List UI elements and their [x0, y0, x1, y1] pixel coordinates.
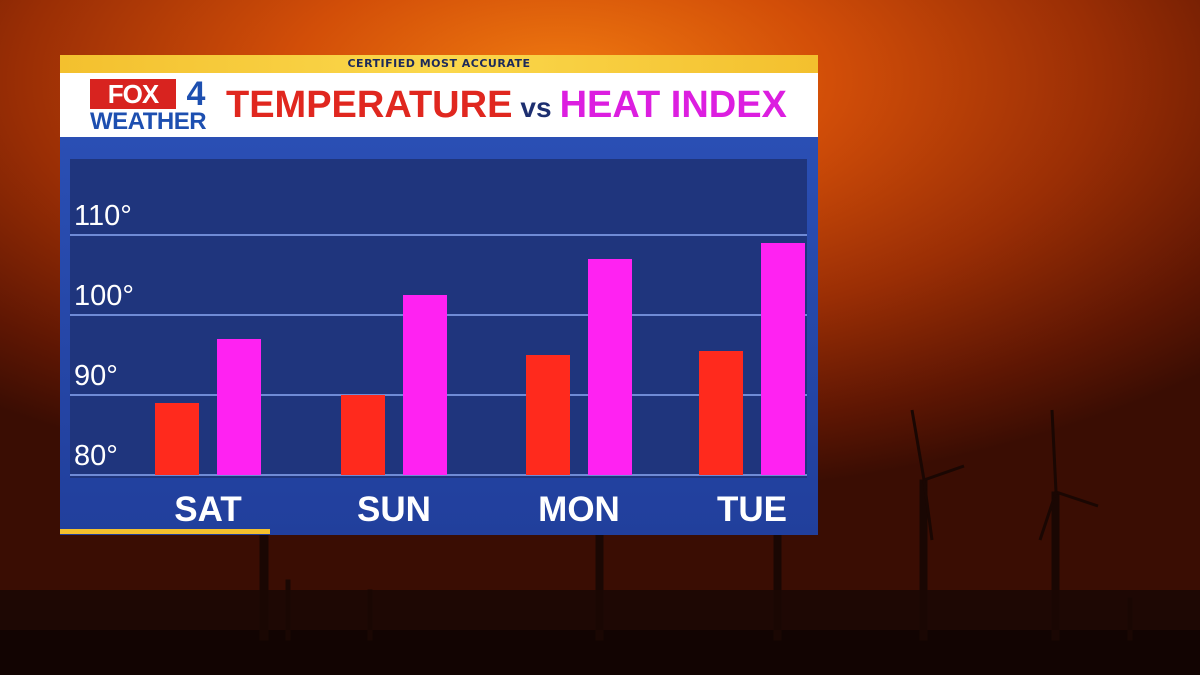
bar-tue-heat-index: [761, 243, 805, 475]
title-temperature: TEMPERATURE: [226, 84, 513, 126]
forecast-graphic-panel: CERTIFIED MOST ACCURATE FOX 4 WEATHER TE…: [60, 55, 818, 535]
x-tick-label-sun: SUN: [357, 490, 431, 529]
x-axis-labels: SAT SUN MON TUE: [174, 490, 787, 529]
x-tick-label-sat: SAT: [174, 490, 241, 529]
y-tick-label-110: 110°: [74, 200, 132, 232]
fox4-weather-logo: FOX 4 WEATHER: [88, 77, 212, 135]
y-tick-label-100: 100°: [74, 280, 134, 312]
bars: [155, 243, 805, 475]
title-heat-index: HEAT INDEX: [559, 84, 787, 126]
y-tick-label-90: 90°: [74, 360, 118, 392]
wind-turbine-silhouettes: [259, 409, 1133, 641]
x-tick-label-mon: MON: [538, 490, 620, 529]
y-tick-label-80: 80°: [74, 440, 118, 472]
bar-mon-temperature: [526, 355, 570, 475]
certified-tagline: CERTIFIED MOST ACCURATE: [60, 55, 818, 73]
y-axis-labels: 80° 90° 100° 110°: [74, 200, 134, 472]
bar-sun-heat-index: [403, 295, 447, 475]
bar-sat-temperature: [155, 403, 199, 475]
title-bar: FOX 4 WEATHER TEMPERATURE vs HEAT INDEX: [60, 73, 818, 137]
bottom-accent-bar: [60, 529, 270, 534]
bar-mon-heat-index: [588, 259, 632, 475]
bar-chart: 80° 90° 100° 110° SAT SUN MON TUE: [70, 159, 807, 529]
bar-tue-temperature: [699, 351, 743, 475]
chart-title: TEMPERATURE vs HEAT INDEX: [226, 79, 787, 131]
bar-sat-heat-index: [217, 339, 261, 475]
x-tick-label-tue: TUE: [717, 490, 787, 529]
logo-number: 4: [186, 75, 206, 113]
logo-weather-text: WEATHER: [90, 108, 207, 135]
title-vs: vs: [520, 92, 552, 123]
logo-fox-text: FOX: [90, 79, 176, 109]
bar-sun-temperature: [341, 395, 385, 475]
